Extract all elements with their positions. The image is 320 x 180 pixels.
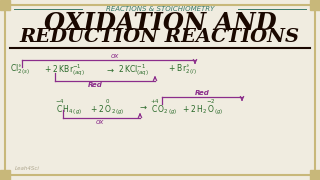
Text: Leah4Sci: Leah4Sci bbox=[15, 166, 40, 172]
Text: Red: Red bbox=[88, 82, 102, 88]
Text: $\rightarrow$: $\rightarrow$ bbox=[138, 102, 148, 111]
Text: $2\,\mathrm{KCl}^{-1}_{(aq)}$: $2\,\mathrm{KCl}^{-1}_{(aq)}$ bbox=[118, 62, 149, 78]
Text: $+\ 2\,\mathrm{KBr}^{-1}_{(aq)}$: $+\ 2\,\mathrm{KBr}^{-1}_{(aq)}$ bbox=[44, 62, 85, 78]
Text: ox: ox bbox=[96, 119, 104, 125]
Text: $\overset{-4}{\mathrm{C}}\mathrm{H}_{4\,(g)}$: $\overset{-4}{\mathrm{C}}\mathrm{H}_{4\,… bbox=[55, 97, 82, 117]
Bar bbox=[310, 170, 320, 180]
Text: $+\ \mathrm{Br}^{\circ}_{2\,(l)}$: $+\ \mathrm{Br}^{\circ}_{2\,(l)}$ bbox=[168, 63, 197, 77]
Text: REDUCTION REACTIONS: REDUCTION REACTIONS bbox=[20, 28, 300, 46]
Text: $+\ 2\,\overset{0}{\mathrm{O}}_{2\,(g)}$: $+\ 2\,\overset{0}{\mathrm{O}}_{2\,(g)}$ bbox=[90, 97, 124, 117]
Text: $\overset{+4}{\mathrm{C}}\mathrm{O}_{2\,(g)}$: $\overset{+4}{\mathrm{C}}\mathrm{O}_{2\,… bbox=[150, 97, 177, 117]
Text: REACTIONS & STOICHIOMETRY: REACTIONS & STOICHIOMETRY bbox=[106, 6, 214, 12]
Bar bbox=[0, 0, 10, 10]
Bar bbox=[0, 170, 10, 180]
Text: Red: Red bbox=[195, 90, 209, 96]
Text: OXIDATION AND: OXIDATION AND bbox=[44, 11, 276, 35]
Text: $\mathrm{Cl}^{\circ}_{2\,(s)}$: $\mathrm{Cl}^{\circ}_{2\,(s)}$ bbox=[10, 63, 30, 77]
Text: $+\ 2\,\mathrm{H_2}\overset{-2}{\mathrm{O}}_{(g)}$: $+\ 2\,\mathrm{H_2}\overset{-2}{\mathrm{… bbox=[182, 97, 223, 117]
Bar bbox=[310, 0, 320, 10]
Text: ox: ox bbox=[111, 53, 119, 59]
Text: $\rightarrow$: $\rightarrow$ bbox=[105, 66, 115, 75]
